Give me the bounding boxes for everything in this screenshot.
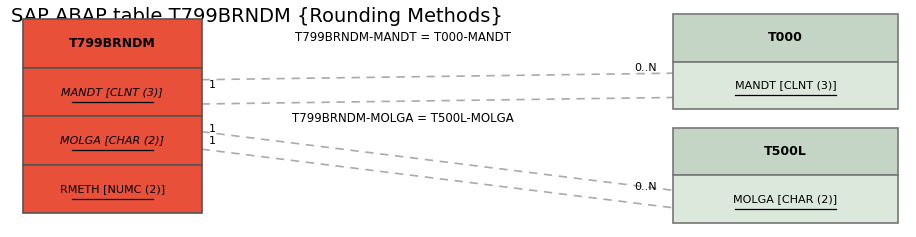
Text: MOLGA [CHAR (2)]: MOLGA [CHAR (2)] [734, 194, 837, 204]
Bar [673, 128, 898, 175]
Text: MANDT [CLNT (3)]: MANDT [CLNT (3)] [61, 87, 163, 97]
Text: 0..N: 0..N [635, 63, 657, 73]
Text: T799BRNDM: T799BRNDM [69, 37, 156, 50]
Bar [23, 116, 202, 165]
Text: SAP ABAP table T799BRNDM {Rounding Methods}: SAP ABAP table T799BRNDM {Rounding Metho… [11, 7, 503, 26]
Text: RMETH [NUMC (2)]: RMETH [NUMC (2)] [60, 184, 165, 194]
Text: MOLGA [CHAR (2)]: MOLGA [CHAR (2)] [60, 135, 164, 146]
Bar [673, 14, 898, 62]
Bar [23, 68, 202, 116]
Text: T799BRNDM-MOLGA = T500L-MOLGA: T799BRNDM-MOLGA = T500L-MOLGA [292, 112, 514, 125]
Bar [673, 62, 898, 109]
Bar [23, 19, 202, 68]
Text: 0..N: 0..N [635, 182, 657, 192]
Text: T000: T000 [768, 32, 803, 44]
Bar [23, 165, 202, 213]
Text: T500L: T500L [764, 145, 807, 158]
Text: 1
1: 1 1 [209, 124, 216, 146]
Text: T799BRNDM-MANDT = T000-MANDT: T799BRNDM-MANDT = T000-MANDT [295, 32, 511, 44]
Bar [673, 175, 898, 223]
Text: 1: 1 [209, 80, 216, 90]
Text: MANDT [CLNT (3)]: MANDT [CLNT (3)] [735, 80, 836, 90]
